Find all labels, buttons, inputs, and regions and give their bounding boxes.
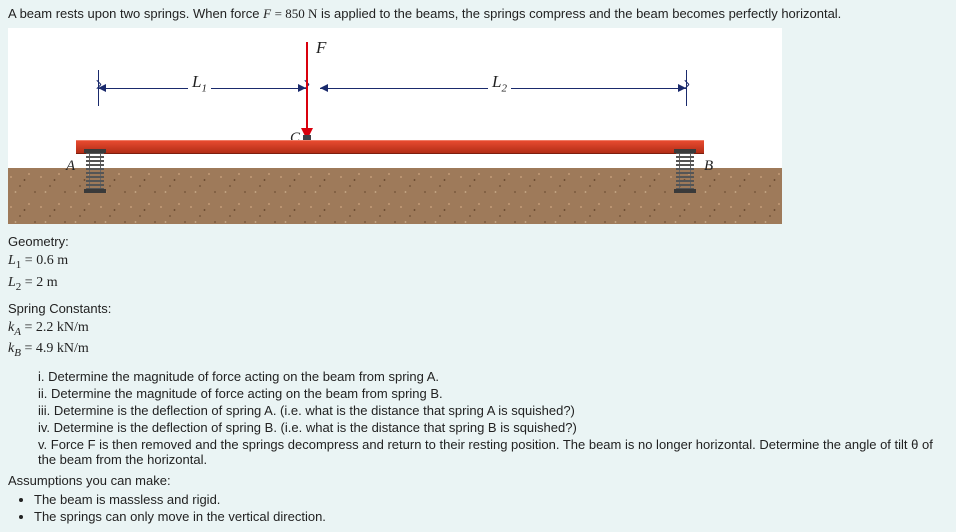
l2-param-sym: L (8, 275, 16, 290)
param-l1: L1 = 0.6 m (8, 253, 948, 271)
spring-a-label: A (66, 158, 75, 175)
ka-val: 2.2 kN/m (36, 320, 89, 335)
question-v: v. Force F is then removed and the sprin… (38, 437, 948, 467)
l1-sub: 1 (201, 82, 207, 94)
force-variable: F (263, 6, 271, 21)
beam-figure: L1 L2 F C A B (8, 28, 782, 224)
spring-constants-heading: Spring Constants: (8, 301, 948, 316)
l2-param-val: 2 m (36, 275, 57, 290)
spring-a (86, 152, 104, 190)
param-kb: kB = 4.9 kN/m (8, 341, 948, 359)
problem-suffix: is applied to the beams, the springs com… (321, 6, 841, 21)
l1-param-eq: = (21, 253, 36, 268)
arrow-l2-right (678, 84, 686, 92)
ka-sub: A (14, 325, 21, 337)
geometry-heading: Geometry: (8, 234, 948, 249)
l1-param-val: 0.6 m (36, 253, 68, 268)
param-l2: L2 = 2 m (8, 275, 948, 293)
label-l2: L2 (488, 72, 511, 94)
question-ii: ii. Determine the magnitude of force act… (38, 386, 948, 401)
dim-tick-right (686, 70, 687, 106)
force-arrow-shaft (306, 42, 308, 132)
param-ka: kA = 2.2 kN/m (8, 320, 948, 338)
label-l1: L1 (188, 72, 211, 94)
question-iii: iii. Determine is the deflection of spri… (38, 403, 948, 418)
equals-sign: = (275, 6, 286, 21)
ground-texture (8, 168, 782, 224)
spring-b (676, 152, 694, 190)
beam (76, 140, 704, 154)
problem-prefix: A beam rests upon two springs. When forc… (8, 6, 263, 21)
problem-statement: A beam rests upon two springs. When forc… (8, 6, 948, 22)
l2-sub: 2 (501, 82, 507, 94)
kb-val: 4.9 kN/m (36, 341, 89, 356)
figure-background (8, 28, 782, 186)
spring-b-label: B (704, 158, 713, 175)
l2-param-eq: = (21, 275, 36, 290)
arrow-l1-right (298, 84, 306, 92)
l1-param-sym: L (8, 253, 16, 268)
question-iv: iv. Determine is the deflection of sprin… (38, 420, 948, 435)
arrow-l2-left (320, 84, 328, 92)
question-i: i. Determine the magnitude of force acti… (38, 369, 948, 384)
assumption-1: The beam is massless and rigid. (34, 492, 948, 507)
force-value: 850 N (285, 6, 317, 21)
kb-eq: = (21, 341, 36, 356)
ka-eq: = (21, 320, 36, 335)
force-label: F (316, 38, 326, 58)
assumption-2: The springs can only move in the vertica… (34, 509, 948, 524)
arrow-l1-left (98, 84, 106, 92)
question-list: i. Determine the magnitude of force acti… (38, 369, 948, 467)
assumptions-heading: Assumptions you can make: (8, 473, 948, 488)
kb-sub: B (14, 347, 21, 359)
assumptions-list: The beam is massless and rigid. The spri… (34, 492, 948, 524)
